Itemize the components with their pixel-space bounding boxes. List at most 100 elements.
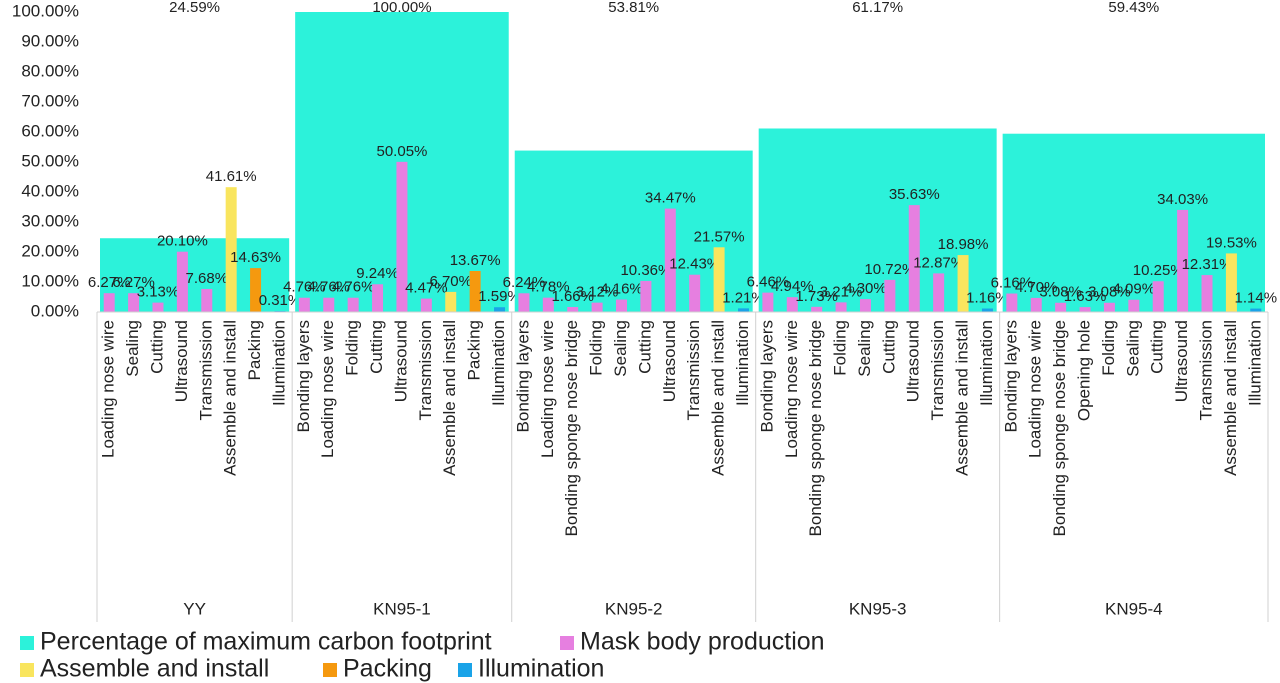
- legend-swatch: [20, 663, 34, 677]
- bar: [713, 247, 725, 312]
- legend-label: Mask body production: [580, 628, 825, 656]
- value-label: 50.05%: [377, 143, 428, 160]
- category-label: Folding: [1099, 320, 1118, 376]
- category-label: Illumination: [977, 320, 996, 406]
- value-label: 10.25%: [1133, 262, 1184, 279]
- value-label: 3.08%: [1088, 284, 1131, 301]
- total-label: 24.59%: [169, 0, 220, 16]
- bar: [176, 251, 188, 312]
- bar: [884, 279, 896, 312]
- y-tick-label: 70.00%: [21, 91, 79, 110]
- legend-swatch: [560, 636, 574, 650]
- category-label: Bonding layers: [757, 320, 776, 432]
- bar: [689, 274, 701, 312]
- bar: [420, 298, 432, 312]
- value-label: 1.16%: [966, 289, 1009, 306]
- bar: [811, 306, 823, 312]
- bar: [567, 307, 579, 312]
- category-label: Folding: [831, 320, 850, 376]
- value-label: 3.08%: [1039, 284, 1082, 301]
- category-label: Bonding sponge nose bridge: [806, 320, 825, 536]
- bar: [1250, 308, 1262, 312]
- category-label: Illumination: [269, 320, 288, 406]
- category-label: Assemble and install: [953, 320, 972, 476]
- value-label: 12.87%: [913, 254, 964, 271]
- category-label: Ultrasound: [904, 320, 923, 402]
- category-label: Cutting: [635, 320, 654, 374]
- bar: [152, 302, 164, 312]
- value-label: 1.59%: [478, 288, 521, 305]
- value-label: 3.21%: [820, 283, 863, 300]
- group-label: KN95-1: [373, 599, 431, 618]
- legend-label: Assemble and install: [40, 655, 269, 683]
- value-label: 34.03%: [1157, 191, 1208, 208]
- total-label: 61.17%: [852, 0, 903, 16]
- bar: [396, 161, 408, 312]
- value-label: 14.63%: [230, 249, 281, 266]
- group-label: KN95-4: [1105, 599, 1163, 618]
- bar: [1030, 297, 1042, 312]
- category-label: Loading nose wire: [1026, 320, 1045, 458]
- bar: [591, 302, 603, 312]
- bar: [1177, 209, 1189, 312]
- category-label: Sealing: [611, 320, 630, 377]
- background-bar: [514, 150, 753, 312]
- category-label: Cutting: [879, 320, 898, 374]
- y-tick-label: 80.00%: [21, 61, 79, 80]
- bar: [737, 308, 749, 312]
- category-label: Transmission: [196, 320, 215, 420]
- y-tick-label: 60.00%: [21, 121, 79, 140]
- value-label: 18.98%: [938, 236, 989, 253]
- value-label: 1.63%: [1064, 288, 1107, 305]
- y-tick-label: 40.00%: [21, 181, 79, 200]
- y-tick-label: 50.00%: [21, 151, 79, 170]
- value-label: 4.76%: [283, 279, 326, 296]
- bar: [640, 280, 652, 312]
- value-label: 19.53%: [1206, 234, 1257, 251]
- category-label: Bonding layers: [1001, 320, 1020, 432]
- category-label: Transmission: [416, 320, 435, 420]
- legend-swatch: [458, 663, 472, 677]
- value-label: 10.72%: [864, 261, 915, 278]
- value-label: 6.27%: [88, 274, 131, 291]
- category-label: Packing: [465, 320, 484, 380]
- category-label: Folding: [343, 320, 362, 376]
- bar: [1103, 302, 1115, 312]
- value-label: 6.27%: [112, 274, 155, 291]
- value-label: 4.76%: [307, 279, 350, 296]
- legend-label: Percentage of maximum carbon footprint: [40, 628, 492, 656]
- category-label: Assemble and install: [709, 320, 728, 476]
- category-label: Cutting: [1148, 320, 1167, 374]
- y-tick-label: 0.00%: [31, 301, 79, 320]
- value-label: 4.30%: [844, 280, 887, 297]
- legend-label: Illumination: [478, 655, 604, 683]
- bar: [1055, 302, 1067, 312]
- bar: [1201, 275, 1213, 312]
- legend-swatch: [323, 663, 337, 677]
- bar: [225, 187, 237, 312]
- y-tick-label: 30.00%: [21, 211, 79, 230]
- bar: [494, 307, 506, 312]
- group-label: KN95-3: [849, 599, 907, 618]
- category-label: Packing: [245, 320, 264, 380]
- value-label: 10.36%: [620, 262, 671, 279]
- category-label: Transmission: [1196, 320, 1215, 420]
- value-label: 4.78%: [527, 279, 570, 296]
- background-bar: [1002, 133, 1265, 312]
- y-tick-label: 10.00%: [21, 271, 79, 290]
- bar: [201, 288, 213, 312]
- category-label: Loading nose wire: [538, 320, 557, 458]
- category-label: Cutting: [367, 320, 386, 374]
- value-label: 12.43%: [669, 256, 720, 273]
- group-label: YY: [183, 599, 206, 618]
- bar: [250, 268, 262, 312]
- y-tick-label: 90.00%: [21, 31, 79, 50]
- bar: [859, 299, 871, 312]
- category-label: Bonding sponge nose bridge: [1050, 320, 1069, 536]
- category-label: Loading nose wire: [99, 320, 118, 458]
- category-label: Sealing: [855, 320, 874, 377]
- bar: [298, 297, 310, 312]
- value-label: 20.10%: [157, 233, 208, 250]
- category-label: Ultrasound: [1172, 320, 1191, 402]
- bar: [908, 205, 920, 312]
